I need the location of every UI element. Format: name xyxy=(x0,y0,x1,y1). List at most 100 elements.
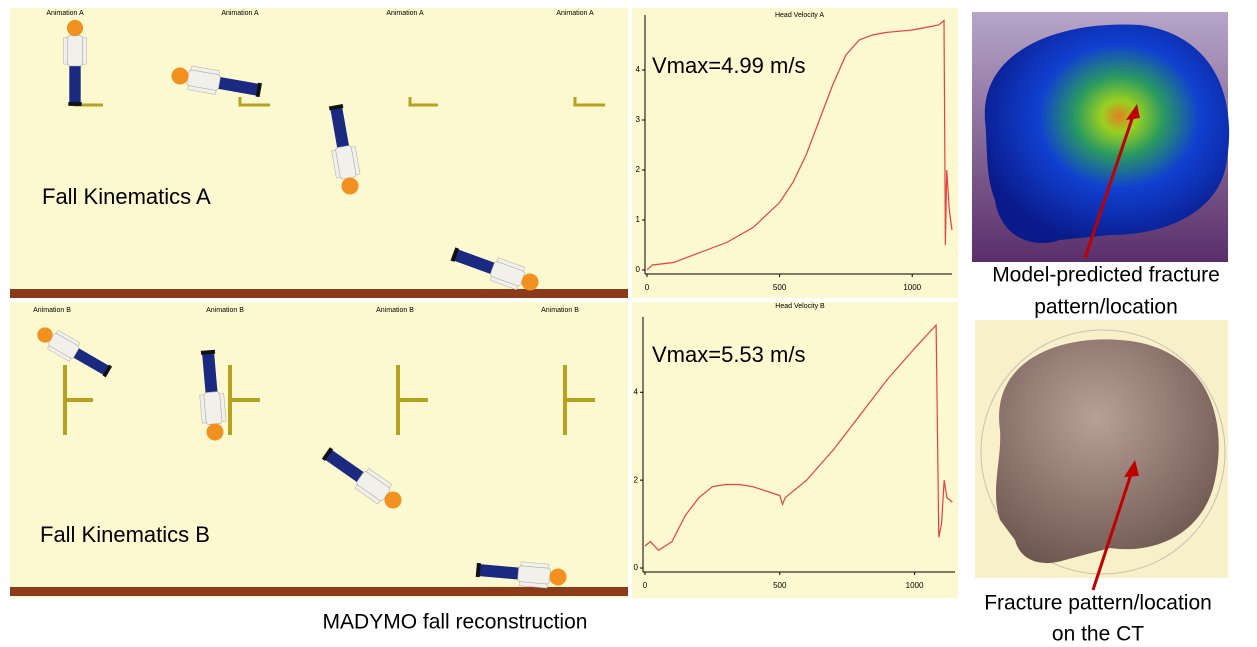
model-skull xyxy=(984,24,1230,244)
y-tick-label: 2 xyxy=(634,475,639,484)
human-model xyxy=(450,247,539,291)
human-model xyxy=(199,349,227,441)
arrow-head xyxy=(1124,460,1139,477)
frame-label: Animation A xyxy=(221,10,259,17)
head xyxy=(549,568,567,586)
frame-label: Animation A xyxy=(46,10,84,17)
legs xyxy=(330,106,350,150)
arm xyxy=(63,37,68,65)
chart-b-bg xyxy=(632,302,958,598)
arm xyxy=(489,276,519,291)
x-tick-label: 0 xyxy=(645,283,650,292)
legs xyxy=(71,347,111,376)
human-model xyxy=(475,561,567,589)
panel-label: Fall Kinematics A xyxy=(42,184,211,209)
frame-label: Animation B xyxy=(33,307,71,314)
arrow-head xyxy=(1126,104,1140,120)
vmax-annotation: Vmax=5.53 m/s xyxy=(652,342,805,367)
torso xyxy=(67,35,83,67)
arm xyxy=(366,468,393,489)
chart-title: Head Velocity B xyxy=(775,303,825,310)
image-label: Model-predicted fracture xyxy=(992,264,1220,287)
panel-label: Fall Kinematics B xyxy=(40,522,210,547)
x-tick-label: 500 xyxy=(773,581,787,590)
human-model xyxy=(63,19,87,106)
arrow xyxy=(1083,109,1137,259)
feet xyxy=(200,349,216,355)
arm xyxy=(187,85,217,95)
arm xyxy=(56,329,81,347)
arm xyxy=(219,392,227,422)
arm xyxy=(496,257,526,272)
frame-label: Animation B xyxy=(206,307,244,314)
arm xyxy=(82,37,87,65)
floor-b xyxy=(10,587,628,596)
caption: MADYMO fall reconstruction xyxy=(323,611,588,634)
legs xyxy=(69,64,81,104)
legs xyxy=(324,449,366,484)
y-tick-label: 4 xyxy=(636,65,641,74)
legs xyxy=(477,564,521,580)
feet xyxy=(321,447,334,461)
legs xyxy=(216,76,260,96)
y-tick-label: 3 xyxy=(636,115,641,124)
image-label: pattern/location xyxy=(1034,296,1178,319)
y-tick-label: 4 xyxy=(634,387,639,396)
platform xyxy=(238,97,270,107)
panel-a xyxy=(10,8,628,298)
y-tick-label: 0 xyxy=(634,563,639,572)
image-label: Fracture pattern/location xyxy=(984,592,1212,615)
platform xyxy=(573,97,605,107)
x-tick-label: 500 xyxy=(773,283,787,292)
human-model xyxy=(328,104,361,195)
frame-label: Animation A xyxy=(556,10,594,17)
human-model xyxy=(37,327,113,378)
x-tick-label: 1000 xyxy=(903,283,921,292)
image-label: on the CT xyxy=(1052,623,1144,646)
velocity-line xyxy=(644,323,953,552)
torso xyxy=(203,391,223,425)
arm xyxy=(199,394,207,424)
head xyxy=(341,177,359,195)
arm xyxy=(47,345,72,362)
legs xyxy=(452,249,497,275)
x-tick-label: 1000 xyxy=(906,581,924,590)
arrow xyxy=(1091,467,1135,591)
arm xyxy=(518,581,548,589)
feet xyxy=(68,102,82,106)
floor-a xyxy=(10,289,628,298)
head xyxy=(206,423,224,441)
ct-skull xyxy=(995,339,1219,564)
feet xyxy=(475,562,481,578)
head xyxy=(521,273,539,291)
legs xyxy=(202,351,218,395)
torso xyxy=(517,565,551,585)
head xyxy=(66,19,84,37)
arm xyxy=(350,146,361,176)
y-tick-label: 2 xyxy=(636,165,641,174)
feet xyxy=(328,104,344,111)
arm xyxy=(520,561,550,569)
velocity-line xyxy=(646,19,953,271)
y-tick-label: 0 xyxy=(636,265,641,274)
y-tick-label: 1 xyxy=(636,215,641,224)
feet xyxy=(102,364,113,378)
head xyxy=(171,67,189,85)
frame-label: Animation B xyxy=(541,307,579,314)
head xyxy=(37,327,53,343)
feet xyxy=(255,82,262,98)
platform xyxy=(408,97,438,107)
human-model xyxy=(171,65,262,98)
frame-label: Animation B xyxy=(376,307,414,314)
arm xyxy=(331,149,341,179)
chart-a-bg xyxy=(632,8,958,298)
chart-title: Head Velocity A xyxy=(775,12,824,19)
panel-b xyxy=(10,302,628,598)
vmax-annotation: Vmax=4.99 m/s xyxy=(652,53,805,78)
feet xyxy=(450,247,460,262)
x-tick-label: 0 xyxy=(643,581,648,590)
human-model xyxy=(321,447,402,509)
arm xyxy=(190,65,220,76)
ct-sphere xyxy=(980,329,1226,575)
